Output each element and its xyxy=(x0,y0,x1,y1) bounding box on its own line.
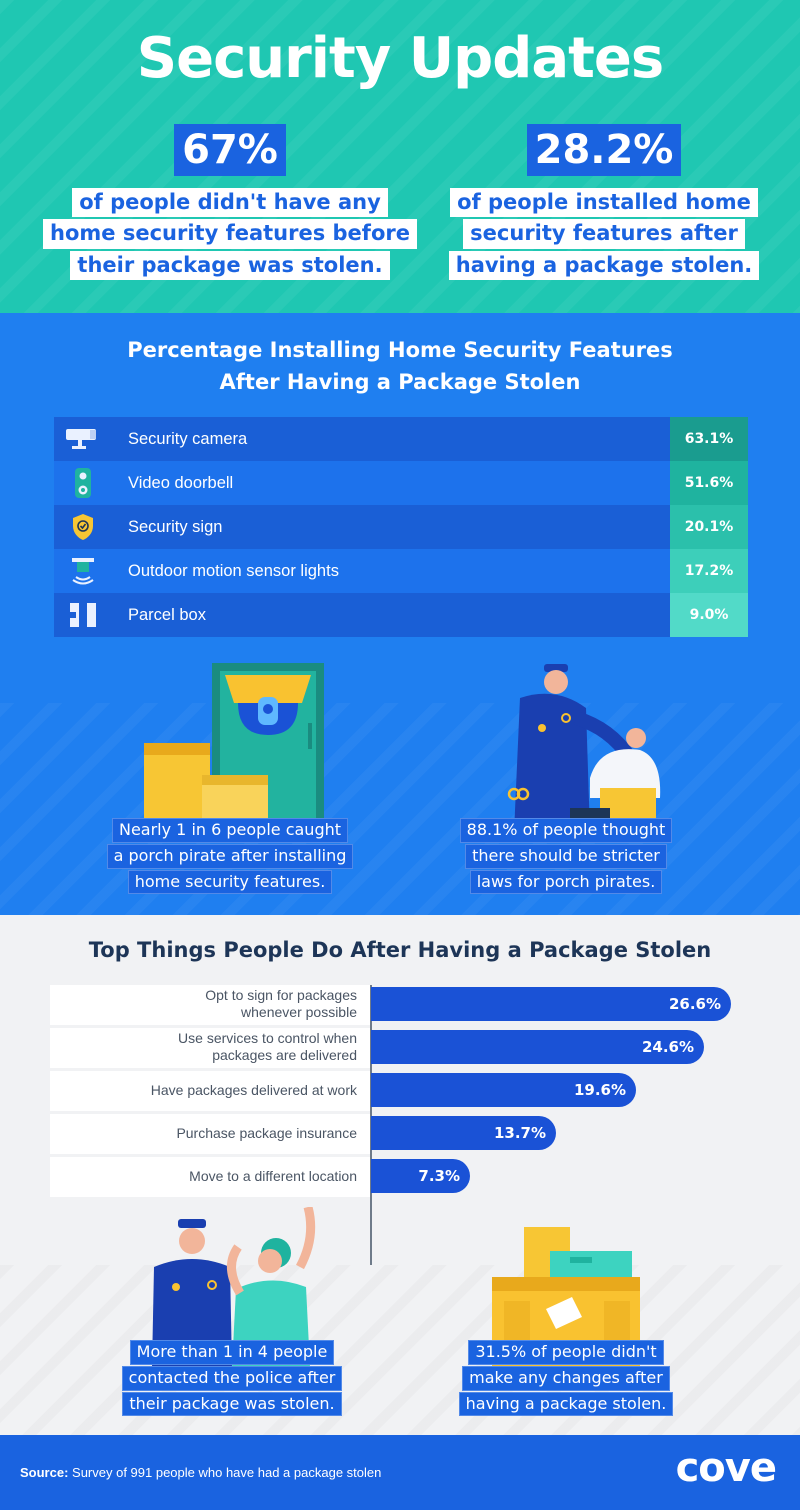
bar-value-label: 7.3% xyxy=(418,1167,460,1185)
caption-line: Nearly 1 in 6 people caught xyxy=(111,818,349,843)
features-title: Percentage Installing Home Security Feat… xyxy=(0,335,800,398)
row-label: Parcel box xyxy=(128,605,206,624)
caption-line: a porch pirate after installing xyxy=(106,843,354,869)
stat-text-line: of people didn't have any xyxy=(72,188,388,218)
row-label: Security camera xyxy=(128,429,248,448)
caption-line: 88.1% of people thought xyxy=(459,818,673,843)
table-row: Outdoor motion sensor lights 17.2% xyxy=(54,549,748,593)
bar-category-label: Move to a different location xyxy=(189,1167,357,1184)
chart-axis-line xyxy=(370,985,372,1265)
bar-value-label: 26.6% xyxy=(668,995,721,1013)
video-doorbell-icon xyxy=(54,461,112,505)
row-value: 9.0% xyxy=(670,593,748,637)
source-text: Survey of 991 people who have had a pack… xyxy=(68,1465,382,1480)
bar-row-background xyxy=(50,1157,370,1197)
bar-mark xyxy=(371,1073,636,1107)
caption-line: there should be stricter xyxy=(465,843,667,869)
contacted-police-caption: More than 1 in 4 people contacted the po… xyxy=(82,1340,382,1417)
motion-light-icon xyxy=(54,549,112,593)
bar-value-label: 24.6% xyxy=(641,1038,694,1056)
features-table: Security camera 63.1% Video doorbell 51.… xyxy=(54,417,748,637)
stat-text-line: their package was stolen. xyxy=(70,250,390,280)
table-row: Security sign 20.1% xyxy=(54,505,748,549)
source-note: Source: Survey of 991 people who have ha… xyxy=(20,1465,381,1480)
source-label: Source: xyxy=(20,1465,69,1480)
bar-mark xyxy=(371,1116,556,1150)
actions-title: Top Things People Do After Having a Pack… xyxy=(88,938,712,962)
features-title-line: After Having a Package Stolen xyxy=(219,369,581,394)
bar-row-background xyxy=(50,1028,370,1068)
caption-line: contacted the police after xyxy=(121,1365,343,1391)
row-value: 20.1% xyxy=(670,505,748,549)
caption-line: having a package stolen. xyxy=(458,1391,674,1417)
parcel-box-icon xyxy=(54,593,112,637)
police-arrest-illustration xyxy=(507,664,661,833)
footer: Source: Survey of 991 people who have ha… xyxy=(0,1435,800,1510)
stat-text-line: home security features before xyxy=(43,219,417,249)
cove-logo: cove xyxy=(675,1445,777,1491)
stat-description: of people installed home security featur… xyxy=(414,188,794,282)
table-row: Security camera 63.1% xyxy=(54,417,748,461)
bar-category-label: Opt to sign for packages whenever possibl… xyxy=(205,987,357,1020)
stat-value: 67% xyxy=(174,124,286,176)
security-sign-icon xyxy=(54,505,112,549)
caption-line: home security features. xyxy=(127,869,333,895)
bar-category-label: Use services to control when packages are… xyxy=(178,1030,357,1063)
header-section: Security Updates 67% of people didn't ha… xyxy=(0,0,800,313)
bar-row-background xyxy=(50,985,370,1025)
caption-line: laws for porch pirates. xyxy=(469,869,663,895)
bar-mark xyxy=(371,1030,704,1064)
actions-section: Top Things People Do After Having a Pack… xyxy=(0,915,800,1435)
caption-line: More than 1 in 4 people xyxy=(129,1340,335,1365)
row-value: 63.1% xyxy=(670,417,748,461)
bar-mark xyxy=(371,987,731,1021)
bar-value-label: 13.7% xyxy=(493,1124,546,1142)
bar-category-label: Purchase package insurance xyxy=(176,1124,357,1141)
caption-line: 31.5% of people didn't xyxy=(468,1340,664,1365)
stat-text-line: of people installed home xyxy=(450,188,758,218)
table-row: Video doorbell 51.6% xyxy=(54,461,748,505)
page-title: Security Updates xyxy=(136,26,664,91)
bar-row-background xyxy=(50,1114,370,1154)
features-title-line: Percentage Installing Home Security Feat… xyxy=(127,338,673,362)
stat-no-security: 67% of people didn't have any home secur… xyxy=(40,124,420,282)
row-label: Security sign xyxy=(128,517,223,536)
bar-category-label: Have packages delivered at work xyxy=(150,1081,357,1098)
stat-text-line: security features after xyxy=(463,219,745,249)
stat-description: of people didn't have any home security … xyxy=(40,188,420,282)
actions-bar-chart: Opt to sign for packages whenever possibl… xyxy=(0,915,800,1265)
bar-row-background xyxy=(50,1071,370,1111)
features-section: Percentage Installing Home Security Feat… xyxy=(0,313,800,915)
caption-line: their package was stolen. xyxy=(122,1391,342,1417)
row-value: 51.6% xyxy=(670,461,748,505)
stat-text-line: having a package stolen. xyxy=(448,250,760,280)
bar-value-label: 19.6% xyxy=(573,1081,626,1099)
table-row: Parcel box 9.0% xyxy=(54,593,748,637)
bar-mark xyxy=(371,1159,470,1193)
stat-installed-security: 28.2% of people installed home security … xyxy=(414,124,794,282)
stricter-laws-caption: 88.1% of people thought there should be … xyxy=(416,818,716,895)
security-camera-icon xyxy=(54,417,112,461)
stat-value: 28.2% xyxy=(526,124,682,176)
porch-pirate-caught-caption: Nearly 1 in 6 people caught a porch pira… xyxy=(80,818,380,895)
row-label: Outdoor motion sensor lights xyxy=(128,561,339,580)
caption-line: make any changes after xyxy=(462,1365,670,1391)
no-changes-caption: 31.5% of people didn't make any changes … xyxy=(416,1340,716,1417)
row-label: Video doorbell xyxy=(128,473,234,492)
safe-with-boxes-illustration xyxy=(144,663,324,833)
row-value: 17.2% xyxy=(670,549,748,593)
